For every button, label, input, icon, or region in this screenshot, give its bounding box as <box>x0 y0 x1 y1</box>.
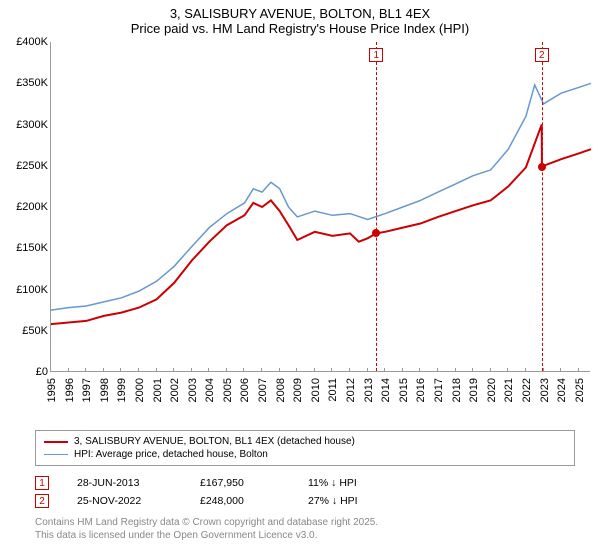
xtick-mark <box>490 368 491 372</box>
xtick-mark <box>402 368 403 372</box>
series-line <box>51 83 591 310</box>
xtick-mark <box>138 368 139 372</box>
legend-swatch <box>44 441 68 443</box>
ytick-label: £100K <box>0 284 48 296</box>
xtick-mark <box>578 368 579 372</box>
xtick-mark <box>349 368 350 372</box>
sale-row-date: 28-JUN-2013 <box>77 477 172 489</box>
chart-container: £0£50K£100K£150K£200K£250K£300K£350K£400… <box>0 42 600 422</box>
xtick-mark <box>156 368 157 372</box>
sale-marker-dot <box>372 229 380 237</box>
chart-title-line1: 3, SALISBURY AVENUE, BOLTON, BL1 4EX <box>0 6 600 21</box>
xtick-mark <box>103 368 104 372</box>
sale-marker-dot <box>538 163 546 171</box>
xtick-mark <box>384 368 385 372</box>
xtick-mark <box>243 368 244 372</box>
xtick-mark <box>367 368 368 372</box>
attribution-line1: Contains HM Land Registry data © Crown c… <box>35 516 575 529</box>
sale-row-diff: 27% ↓ HPI <box>308 495 398 507</box>
legend-label: 3, SALISBURY AVENUE, BOLTON, BL1 4EX (de… <box>74 436 355 447</box>
xtick-mark <box>560 368 561 372</box>
attribution: Contains HM Land Registry data © Crown c… <box>35 516 575 542</box>
ytick-label: £200K <box>0 201 48 213</box>
xtick-mark <box>173 368 174 372</box>
xtick-mark <box>279 368 280 372</box>
ytick-label: £0 <box>0 366 48 378</box>
xtick-mark <box>50 368 51 372</box>
legend-block: 3, SALISBURY AVENUE, BOLTON, BL1 4EX (de… <box>35 430 575 542</box>
xtick-mark <box>191 368 192 372</box>
sale-row-badge: 2 <box>35 494 49 508</box>
xtick-mark <box>68 368 69 372</box>
sale-row-date: 25-NOV-2022 <box>77 495 172 507</box>
sale-marker-line <box>542 42 543 371</box>
xtick-mark <box>437 368 438 372</box>
xtick-mark <box>331 368 332 372</box>
legend-row: 3, SALISBURY AVENUE, BOLTON, BL1 4EX (de… <box>44 435 566 448</box>
attribution-line2: This data is licensed under the Open Gov… <box>35 529 575 542</box>
sale-row: 1 28-JUN-2013 £167,950 11% ↓ HPI <box>35 474 575 492</box>
sale-row: 2 25-NOV-2022 £248,000 27% ↓ HPI <box>35 492 575 510</box>
xtick-mark <box>261 368 262 372</box>
xtick-mark <box>85 368 86 372</box>
xtick-mark <box>419 368 420 372</box>
ytick-label: £50K <box>0 325 48 337</box>
sale-row-price: £248,000 <box>200 495 280 507</box>
ytick-label: £250K <box>0 160 48 172</box>
xtick-mark <box>507 368 508 372</box>
ytick-label: £400K <box>0 36 48 48</box>
sales-table: 1 28-JUN-2013 £167,950 11% ↓ HPI 2 25-NOV-202… <box>35 474 575 510</box>
sale-marker-badge: 1 <box>369 48 383 62</box>
chart-title-line2: Price paid vs. HM Land Registry's House … <box>0 21 600 36</box>
legend-box: 3, SALISBURY AVENUE, BOLTON, BL1 4EX (de… <box>35 430 575 466</box>
sale-marker-badge: 2 <box>535 48 549 62</box>
sale-row-price: £167,950 <box>200 477 280 489</box>
xtick-mark <box>472 368 473 372</box>
chart-lines <box>51 42 590 371</box>
xtick-mark <box>525 368 526 372</box>
legend-row: HPI: Average price, detached house, Bolt… <box>44 448 566 461</box>
ytick-label: £150K <box>0 242 48 254</box>
xtick-mark <box>120 368 121 372</box>
xtick-label: 2025 <box>574 378 600 402</box>
xtick-mark <box>543 368 544 372</box>
ytick-label: £300K <box>0 119 48 131</box>
sale-marker-line <box>376 42 377 371</box>
xtick-mark <box>208 368 209 372</box>
sale-row-diff: 11% ↓ HPI <box>308 477 398 489</box>
xtick-mark <box>314 368 315 372</box>
legend-swatch <box>44 454 68 456</box>
xtick-mark <box>226 368 227 372</box>
xtick-mark <box>296 368 297 372</box>
ytick-label: £350K <box>0 77 48 89</box>
legend-label: HPI: Average price, detached house, Bolt… <box>74 449 268 460</box>
plot-area: 12 <box>50 42 590 372</box>
xtick-mark <box>455 368 456 372</box>
sale-row-badge: 1 <box>35 476 49 490</box>
